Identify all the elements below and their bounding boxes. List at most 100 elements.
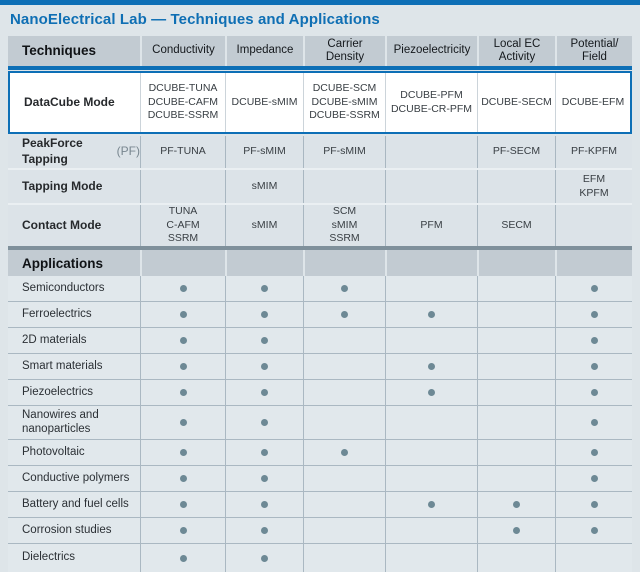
- technique-cell: [555, 205, 632, 246]
- support-cell: [303, 492, 385, 517]
- technique-label: PeakForce Tapping (PF): [8, 136, 140, 168]
- support-cell: [477, 440, 555, 465]
- support-cell: [303, 302, 385, 327]
- dot-marker: [590, 449, 598, 456]
- support-cell: [477, 276, 555, 301]
- support-cell: [555, 466, 632, 491]
- dot-marker: [428, 389, 435, 396]
- application-row-smart-materials: Smart materials: [8, 354, 632, 380]
- techniques-header-label: Techniques: [22, 43, 97, 59]
- support-cell: [385, 544, 477, 572]
- dot-marker: [261, 554, 268, 562]
- support-cell: [385, 328, 477, 353]
- dot-marker: [261, 363, 268, 370]
- support-cell: [477, 354, 555, 379]
- section-divider: [8, 246, 632, 250]
- applications-header-row: Applications: [8, 250, 632, 276]
- support-cell: [555, 518, 632, 543]
- column-header-impedance: Impedance: [225, 36, 303, 66]
- application-label: Corrosion studies: [22, 523, 112, 536]
- technique-cell: sMIM: [225, 170, 303, 203]
- technique-cell: sMIM: [225, 205, 303, 246]
- column-header-conductivity: Conductivity: [140, 36, 225, 66]
- dot-marker: [179, 311, 187, 318]
- support-cell: [477, 406, 555, 439]
- support-cell: [555, 406, 632, 439]
- support-cell: [225, 518, 303, 543]
- application-label: 2D materials: [22, 333, 87, 346]
- dot-marker: [179, 419, 187, 426]
- support-cell: [477, 466, 555, 491]
- dot-marker: [261, 527, 268, 534]
- dot-marker: [179, 501, 187, 508]
- dot-marker: [261, 389, 268, 396]
- dot-marker: [261, 419, 268, 426]
- dot-marker: [341, 311, 348, 318]
- support-cell: [385, 466, 477, 491]
- support-cell: [385, 380, 477, 405]
- support-cell: [140, 406, 225, 439]
- dot-marker: [179, 475, 187, 482]
- mode-rows-section: PeakForce Tapping (PF) PF-TUNA PF-sMIM PF…: [8, 136, 632, 246]
- empty-header-cell: [303, 250, 385, 276]
- dot-marker: [428, 311, 435, 318]
- dot-marker: [590, 475, 598, 482]
- dot-marker: [261, 449, 268, 456]
- empty-header-cell: [225, 250, 303, 276]
- techniques-applications-table: Techniques Conductivity Impedance Carrie…: [8, 36, 632, 572]
- support-cell: [225, 380, 303, 405]
- support-cell: [303, 380, 385, 405]
- support-cell: [225, 302, 303, 327]
- technique-cell: SCM sMIM SSRM: [303, 205, 385, 246]
- support-cell: [303, 466, 385, 491]
- support-cell: [555, 380, 632, 405]
- support-cell: [555, 302, 632, 327]
- dot-marker: [179, 449, 187, 456]
- support-cell: [225, 354, 303, 379]
- technique-label-suffix: (PF): [116, 144, 140, 159]
- support-cell: [140, 328, 225, 353]
- technique-row-contact-mode: Contact Mode TUNA C-AFM SSRM sMIM SCM sM…: [8, 205, 632, 246]
- support-cell: [225, 276, 303, 301]
- technique-row-datacube-mode: DataCube Mode DCUBE-TUNA DCUBE-CAFM DCUB…: [8, 71, 632, 134]
- application-row-piezoelectrics: Piezoelectrics: [8, 380, 632, 406]
- dot-marker: [261, 337, 268, 344]
- technique-label: DataCube Mode: [24, 94, 115, 109]
- page-title: NanoElectrical Lab — Techniques and Appl…: [10, 11, 380, 28]
- empty-header-cell: [140, 250, 225, 276]
- column-header-carrier-density: Carrier Density: [303, 36, 385, 66]
- dot-marker: [590, 527, 598, 534]
- application-label: Piezoelectrics: [22, 385, 93, 398]
- technique-cell: [385, 136, 477, 168]
- application-row-conductive-polymers: Conductive polymers: [8, 466, 632, 492]
- dot-marker: [590, 337, 598, 344]
- dot-marker: [590, 501, 598, 508]
- technique-label: Tapping Mode: [22, 178, 103, 193]
- technique-cell: PF-sMIM: [303, 136, 385, 168]
- support-cell: [385, 276, 477, 301]
- dot-marker: [261, 501, 268, 508]
- support-cell: [477, 328, 555, 353]
- support-cell: [555, 328, 632, 353]
- technique-cell: DCUBE-SCM DCUBE-sMIM DCUBE-SSRM: [303, 73, 385, 132]
- dot-marker: [179, 389, 187, 396]
- support-cell: [225, 544, 303, 572]
- support-cell: [385, 354, 477, 379]
- top-accent-strip: [0, 0, 640, 5]
- support-cell: [385, 302, 477, 327]
- technique-cell: EFM KPFM: [555, 170, 632, 203]
- support-cell: [385, 440, 477, 465]
- support-cell: [385, 518, 477, 543]
- support-cell: [477, 380, 555, 405]
- technique-cell: TUNA C-AFM SSRM: [140, 205, 225, 246]
- application-label: Conductive polymers: [22, 471, 130, 484]
- technique-cell: DCUBE-TUNA DCUBE-CAFM DCUBE-SSRM: [140, 73, 225, 132]
- support-cell: [225, 492, 303, 517]
- support-cell: [225, 328, 303, 353]
- support-cell: [555, 440, 632, 465]
- support-cell: [303, 354, 385, 379]
- empty-header-cell: [555, 250, 632, 276]
- support-cell: [555, 544, 632, 572]
- support-cell: [140, 276, 225, 301]
- empty-header-cell: [385, 250, 477, 276]
